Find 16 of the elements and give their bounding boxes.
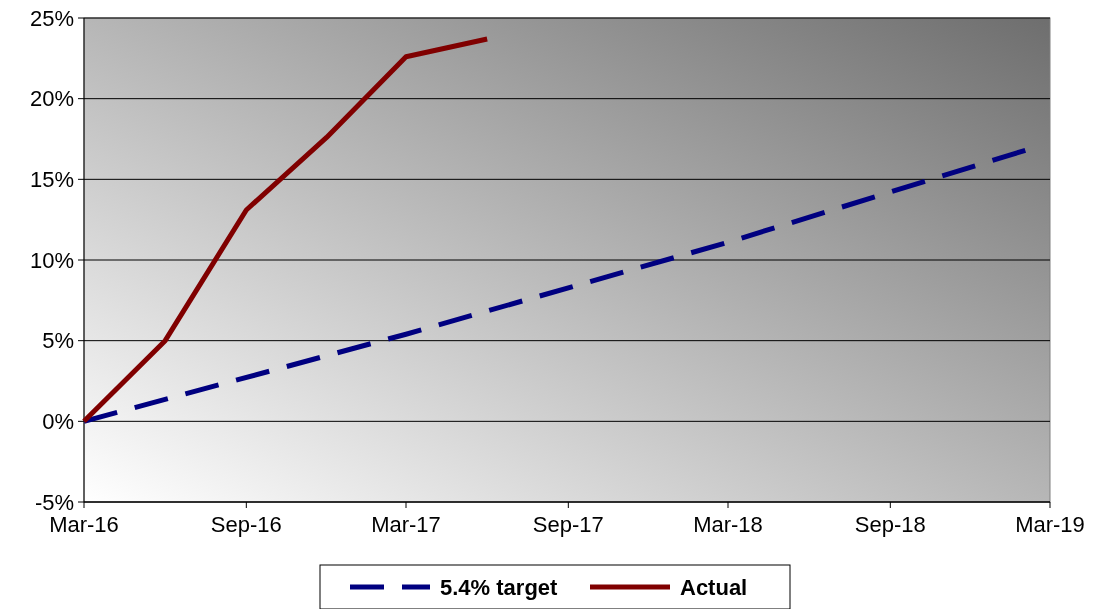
y-tick-label: 10%	[29, 247, 74, 273]
x-tick-label: Sep-17	[532, 512, 604, 537]
y-tick-label: 15%	[29, 167, 74, 193]
x-tick-label: Sep-16	[210, 512, 282, 537]
legend-label: 5.4% target	[440, 574, 559, 600]
x-tick-label: Sep-18	[854, 512, 926, 537]
x-tick-label: Mar-17	[371, 512, 441, 537]
x-tick-label: Mar-16	[49, 512, 119, 537]
y-tick-label: 0%	[42, 409, 74, 435]
x-tick-label: Mar-19	[1015, 512, 1085, 537]
y-tick-label: 20%	[29, 86, 74, 112]
y-tick-label: 25%	[29, 5, 74, 31]
y-tick-label: -5%	[34, 489, 74, 515]
legend-label: Actual	[680, 574, 748, 600]
y-tick-label: 5%	[42, 328, 74, 354]
x-tick-label: Mar-18	[693, 512, 763, 537]
